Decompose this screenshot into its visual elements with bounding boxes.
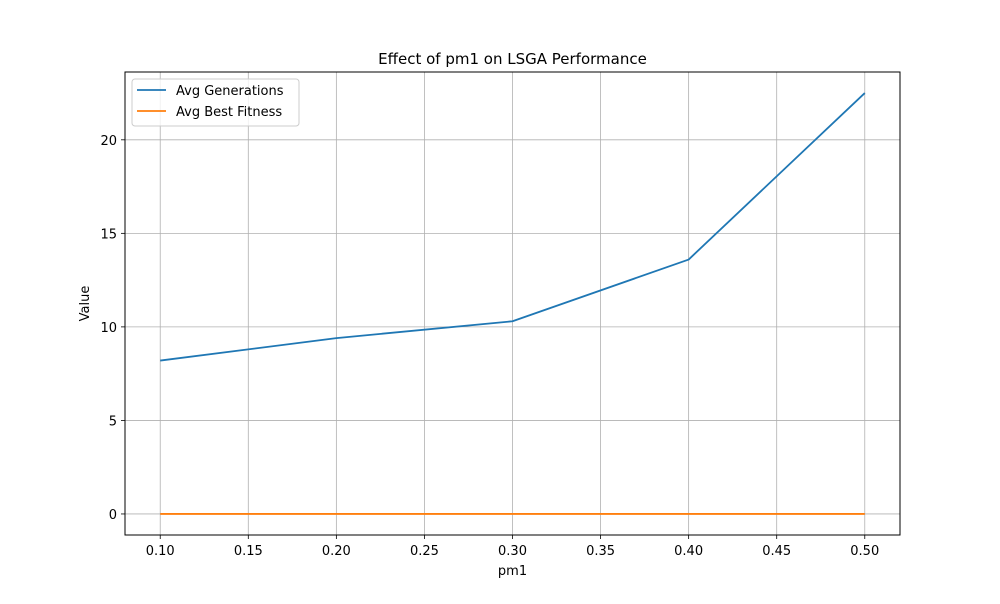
legend-label-0: Avg Generations [176, 84, 284, 99]
series-line-0 [160, 92, 866, 362]
y-axis-label: Value [78, 286, 93, 322]
y-tick-label: 20 [100, 134, 117, 149]
x-tick-label: 0.30 [498, 544, 527, 559]
chart-title: Effect of pm1 on LSGA Performance [378, 50, 647, 68]
legend: Avg Generations Avg Best Fitness [131, 78, 300, 127]
series-lines [160, 92, 866, 515]
y-tick-label: 5 [109, 414, 117, 429]
y-tick-label: 10 [100, 321, 117, 336]
x-axis-label: pm1 [498, 564, 527, 579]
legend-label-1: Avg Best Fitness [176, 105, 282, 120]
x-tick-label: 0.20 [322, 544, 351, 559]
x-tick-label: 0.50 [850, 544, 879, 559]
y-tick-label: 0 [109, 508, 117, 523]
x-axis-ticks: 0.10 0.15 0.20 0.25 0.30 0.35 0.40 0.45 0.50 [146, 535, 879, 559]
x-tick-label: 0.40 [674, 544, 703, 559]
y-tick-label: 15 [100, 227, 117, 242]
x-tick-label: 0.45 [762, 544, 791, 559]
legend-box [131, 78, 300, 127]
x-tick-label: 0.25 [410, 544, 439, 559]
x-tick-label: 0.10 [146, 544, 175, 559]
x-tick-label: 0.15 [234, 544, 263, 559]
x-tick-label: 0.35 [586, 544, 615, 559]
y-axis-ticks: 0 5 10 15 20 [100, 134, 125, 523]
